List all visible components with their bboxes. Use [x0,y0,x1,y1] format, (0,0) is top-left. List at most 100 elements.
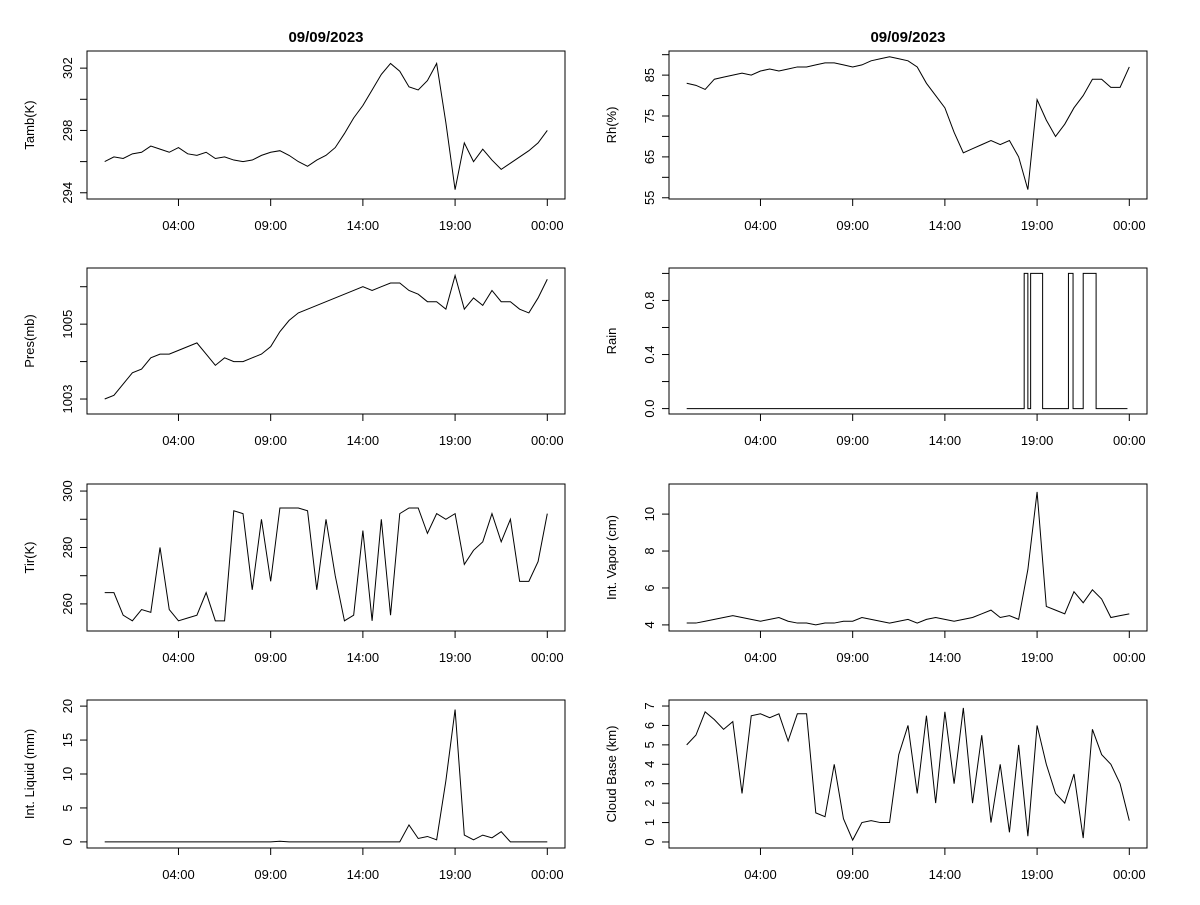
plot-box [86,50,566,200]
y-tick-label: 2 [642,800,657,807]
plot-box [668,267,1148,415]
x-tick-label: 19:00 [1021,650,1054,665]
x-tick-label: 00:00 [1113,433,1146,448]
x-tick-label: 04:00 [744,433,777,448]
x-tick-label: 04:00 [162,867,195,882]
y-tick-label: 280 [60,537,75,559]
x-tick-label: 14:00 [929,433,962,448]
y-tick-label: 1003 [60,385,75,414]
x-tick-label: 19:00 [439,867,472,882]
x-tick-label: 19:00 [1021,867,1054,882]
x-tick-label: 04:00 [744,650,777,665]
y-tick-label: 294 [60,182,75,204]
series-line [104,61,548,190]
plot-box [668,483,1148,632]
x-tick-label: 04:00 [744,218,777,233]
x-tick-label: 14:00 [347,433,380,448]
x-tick-label: 09:00 [836,867,869,882]
y-tick-label: 75 [642,109,657,123]
y-axis-label: Rh(%) [604,107,619,144]
y-tick-label: 4 [642,761,657,768]
y-tick-label: 5 [60,804,75,811]
y-axis-label: Rain [604,328,619,355]
x-tick-label: 04:00 [162,650,195,665]
y-tick-label: 300 [60,480,75,502]
title-left: 09/09/2023 [288,29,363,46]
x-tick-label: 00:00 [531,433,564,448]
x-tick-label: 04:00 [162,433,195,448]
x-tick-label: 00:00 [531,218,564,233]
y-tick-label: 302 [60,57,75,79]
y-tick-label: 1 [642,819,657,826]
x-tick-label: 09:00 [254,218,287,233]
y-axis-label: Tir(K) [22,541,37,573]
series-line [686,491,1130,626]
y-tick-label: 260 [60,593,75,615]
x-tick-label: 00:00 [531,867,564,882]
y-tick-label: 4 [642,621,657,628]
y-tick-label: 3 [642,780,657,787]
series-line [686,707,1130,842]
y-tick-label: 10 [60,767,75,781]
panel-cloud-base-km: 04:00 09:00 14:00 19:00 00:00 0 1 2 3 4 5 6 7 Cloud B… [604,699,1148,882]
y-tick-label: 65 [642,150,657,164]
y-tick-label: 0.4 [642,345,657,363]
y-tick-label: 6 [642,722,657,729]
y-tick-label: 15 [60,733,75,747]
x-tick-label: 00:00 [531,650,564,665]
y-tick-label: 0.8 [642,291,657,309]
y-tick-label: 5 [642,741,657,748]
x-tick-label: 14:00 [929,867,962,882]
x-tick-label: 09:00 [836,650,869,665]
y-axis-label: Cloud Base (km) [604,726,619,823]
x-tick-label: 19:00 [439,433,472,448]
panel-int-vapor-cm: 04:00 09:00 14:00 19:00 00:00 4 6 8 10 Int. Vapor… [604,483,1148,665]
y-tick-label: 85 [642,68,657,82]
x-tick-label: 14:00 [929,650,962,665]
panel-pres-mb: 04:00 09:00 14:00 19:00 00:00 1003 1005 Pres(mb… [22,267,566,448]
y-tick-label: 298 [60,120,75,142]
y-axis-label: Pres(mb) [22,314,37,367]
x-tick-label: 19:00 [439,218,472,233]
y-tick-label: 8 [642,547,657,554]
series-line [104,273,548,400]
y-tick-label: 20 [60,699,75,713]
y-tick-label: 0 [642,838,657,845]
series-line [104,507,548,622]
y-axis-label: Tamb(K) [22,100,37,149]
x-tick-label: 00:00 [1113,867,1146,882]
x-tick-label: 19:00 [439,650,472,665]
plot-box [86,699,566,849]
x-tick-label: 09:00 [836,433,869,448]
y-axis-label: Int. Liquid (mm) [22,729,37,819]
series-line [686,272,1128,410]
series-line [686,56,1130,190]
x-tick-label: 09:00 [254,433,287,448]
panel-tamb-k: 04:00 09:00 14:00 19:00 00:00 294 298 302 Tamb(K… [22,50,566,233]
y-tick-label: 6 [642,584,657,591]
y-tick-label: 10 [642,507,657,521]
plot-box [86,483,566,632]
x-tick-label: 09:00 [836,218,869,233]
x-tick-label: 19:00 [1021,433,1054,448]
x-tick-label: 14:00 [929,218,962,233]
x-tick-label: 09:00 [254,867,287,882]
x-tick-label: 00:00 [1113,650,1146,665]
x-tick-label: 00:00 [1113,218,1146,233]
y-tick-label: 1005 [60,310,75,339]
x-tick-label: 04:00 [744,867,777,882]
x-tick-label: 14:00 [347,650,380,665]
y-axis-label: Int. Vapor (cm) [604,515,619,600]
y-tick-label: 55 [642,191,657,205]
panel-rh: 04:00 09:00 14:00 19:00 00:00 55 65 75 85 Rh(%) [604,50,1148,233]
y-tick-label: 0 [60,838,75,845]
plot-box [668,699,1148,849]
y-tick-label: 0.0 [642,400,657,418]
panel-rain: 04:00 09:00 14:00 19:00 00:00 0.0 0.4 0.8 Rain [604,267,1148,448]
title-right: 09/09/2023 [870,29,945,46]
x-tick-label: 19:00 [1021,218,1054,233]
series-line [104,709,548,843]
panel-tir-k: 04:00 09:00 14:00 19:00 00:00 260 280 300 Tir(K) [22,480,566,665]
x-tick-label: 04:00 [162,218,195,233]
